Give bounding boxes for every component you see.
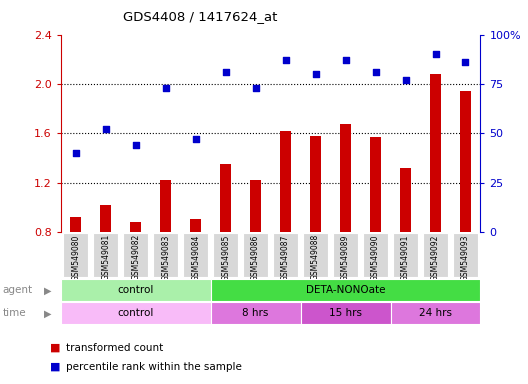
Text: GSM549087: GSM549087	[281, 234, 290, 281]
Text: transformed count: transformed count	[66, 343, 163, 353]
FancyBboxPatch shape	[243, 233, 268, 278]
FancyBboxPatch shape	[124, 233, 148, 278]
Point	[162, 85, 170, 91]
Point	[71, 150, 80, 156]
FancyBboxPatch shape	[211, 302, 300, 324]
FancyBboxPatch shape	[393, 233, 418, 278]
Text: agent: agent	[3, 285, 33, 295]
Point	[371, 69, 380, 75]
Bar	[280, 131, 291, 232]
FancyBboxPatch shape	[423, 233, 448, 278]
Bar	[370, 137, 381, 232]
Bar	[100, 205, 111, 232]
FancyBboxPatch shape	[211, 279, 480, 301]
Bar	[310, 136, 321, 232]
Bar	[161, 180, 171, 232]
FancyBboxPatch shape	[274, 233, 298, 278]
Text: 15 hrs: 15 hrs	[329, 308, 362, 318]
Point	[401, 77, 410, 83]
Bar	[341, 124, 351, 232]
FancyBboxPatch shape	[391, 302, 480, 324]
FancyBboxPatch shape	[363, 233, 388, 278]
Point	[431, 51, 440, 58]
FancyBboxPatch shape	[61, 279, 211, 301]
FancyBboxPatch shape	[61, 302, 211, 324]
Point	[101, 126, 110, 132]
Text: GSM549085: GSM549085	[221, 234, 230, 281]
Point	[312, 71, 320, 77]
FancyBboxPatch shape	[63, 233, 88, 278]
Text: GSM549081: GSM549081	[101, 234, 110, 280]
Point	[251, 85, 260, 91]
Point	[461, 59, 470, 65]
Text: control: control	[118, 285, 154, 295]
Text: GSM549090: GSM549090	[371, 234, 380, 281]
Text: GSM549089: GSM549089	[341, 234, 350, 281]
FancyBboxPatch shape	[93, 233, 118, 278]
Text: time: time	[3, 308, 26, 318]
Text: ▶: ▶	[44, 285, 51, 295]
Bar	[250, 180, 261, 232]
Text: GSM549084: GSM549084	[191, 234, 200, 281]
FancyBboxPatch shape	[153, 233, 178, 278]
Text: control: control	[118, 308, 154, 318]
Text: GSM549083: GSM549083	[161, 234, 170, 281]
Bar	[460, 91, 471, 232]
FancyBboxPatch shape	[213, 233, 238, 278]
Point	[221, 69, 230, 75]
Point	[192, 136, 200, 142]
FancyBboxPatch shape	[183, 233, 208, 278]
Text: 24 hrs: 24 hrs	[419, 308, 452, 318]
Point	[131, 142, 140, 148]
Text: ■: ■	[50, 343, 61, 353]
Bar	[220, 164, 231, 232]
Text: 8 hrs: 8 hrs	[242, 308, 269, 318]
Text: ▶: ▶	[44, 308, 51, 318]
Text: percentile rank within the sample: percentile rank within the sample	[66, 362, 242, 372]
Bar	[70, 217, 81, 232]
FancyBboxPatch shape	[453, 233, 478, 278]
Text: GSM549082: GSM549082	[131, 234, 140, 280]
Text: GSM549088: GSM549088	[311, 234, 320, 280]
Text: GSM549080: GSM549080	[71, 234, 80, 281]
Bar	[400, 168, 411, 232]
Text: GSM549086: GSM549086	[251, 234, 260, 281]
FancyBboxPatch shape	[303, 233, 328, 278]
Point	[341, 57, 350, 63]
Bar	[130, 222, 141, 232]
Text: GSM549093: GSM549093	[461, 234, 470, 281]
Point	[281, 57, 290, 63]
Text: GSM549092: GSM549092	[431, 234, 440, 281]
Text: ■: ■	[50, 362, 61, 372]
Bar	[191, 219, 201, 232]
FancyBboxPatch shape	[300, 302, 391, 324]
Text: DETA-NONOate: DETA-NONOate	[306, 285, 385, 295]
Bar	[430, 74, 441, 232]
Text: GDS4408 / 1417624_at: GDS4408 / 1417624_at	[124, 10, 278, 23]
FancyBboxPatch shape	[333, 233, 358, 278]
Text: GSM549091: GSM549091	[401, 234, 410, 281]
